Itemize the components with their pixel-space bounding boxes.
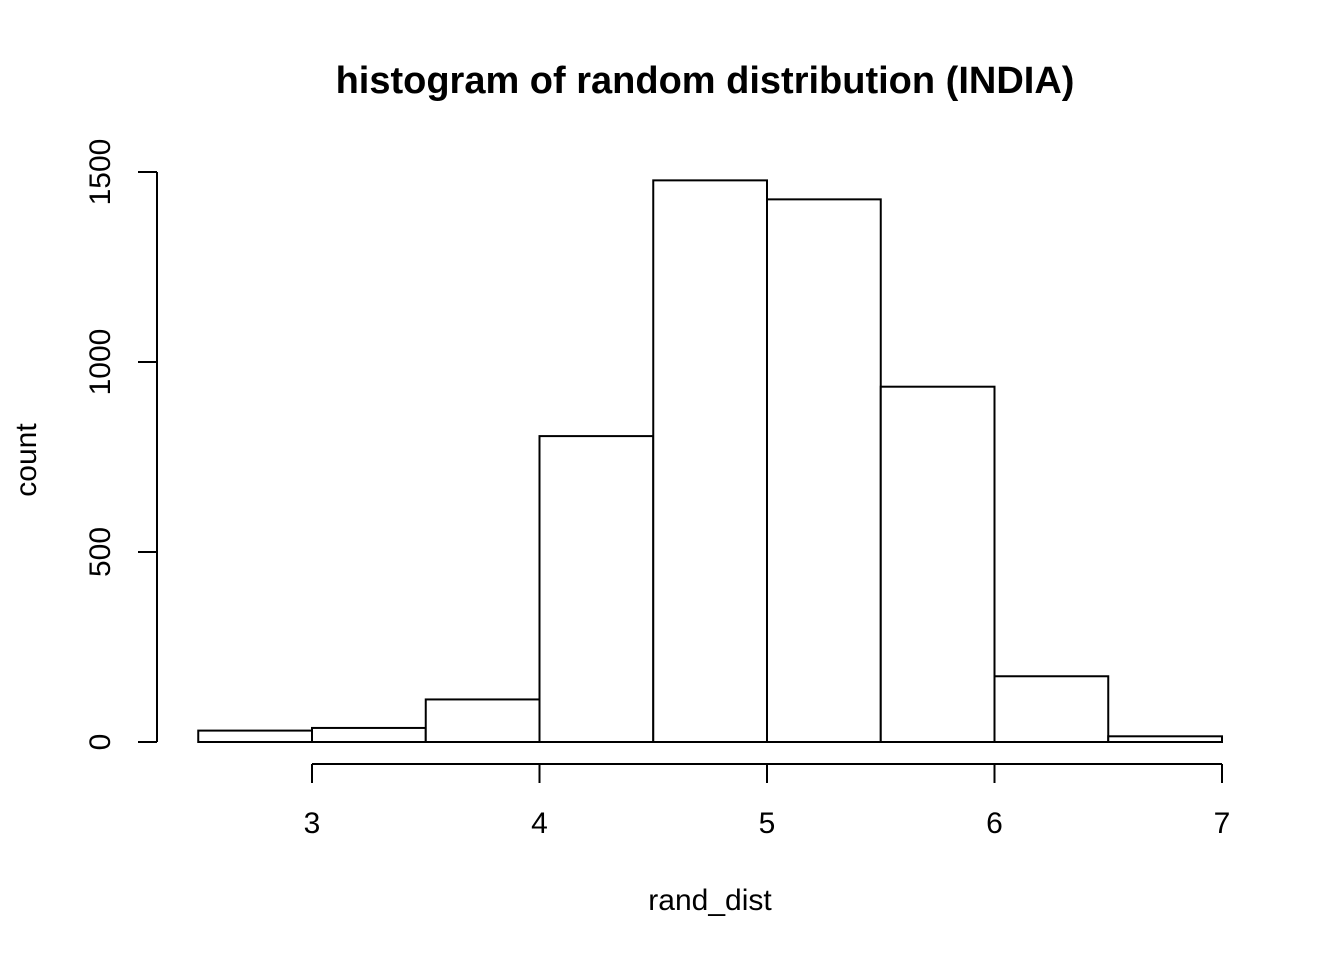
x-tick-label-3: 6: [986, 807, 1003, 840]
x-tick-label-0: 3: [304, 807, 321, 840]
x-tick-label-1: 4: [531, 807, 548, 840]
x-tick-label-4: 7: [1214, 807, 1231, 840]
histogram-bar-8: [1107, 735, 1223, 743]
x-tick-label-2: 5: [759, 807, 776, 840]
y-axis: 0 500 1000 1500: [84, 139, 158, 751]
histogram-bar-1: [311, 726, 427, 744]
histogram-bar-0: [197, 729, 313, 743]
y-tick-label-1: 500: [84, 527, 117, 577]
histogram-bar-7: [993, 675, 1110, 744]
y-tick-label-0: 0: [84, 734, 117, 751]
chart-title: histogram of random distribution (INDIA): [336, 60, 1075, 102]
y-tick-label-3: 1500: [84, 139, 117, 206]
histogram-bar-2: [424, 698, 541, 744]
bars-group: [197, 179, 1223, 744]
histogram-bar-3: [538, 435, 655, 743]
y-tick-label-2: 1000: [84, 329, 117, 396]
x-axis-label: rand_dist: [648, 884, 772, 917]
histogram-bar-6: [879, 385, 996, 743]
x-axis: 3 4 5 6 7: [304, 763, 1231, 840]
histogram-bar-5: [766, 198, 882, 744]
y-axis-label: count: [10, 423, 43, 497]
histogram-bar-4: [652, 179, 768, 744]
